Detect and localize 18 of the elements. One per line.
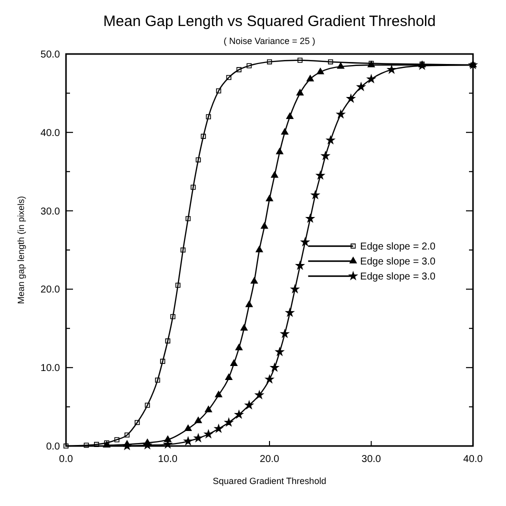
x-tick-label: 30.0 bbox=[362, 454, 382, 465]
legend-label: Edge slope = 3.0 bbox=[360, 272, 436, 283]
y-tick-label: 40.0 bbox=[40, 128, 60, 139]
y-axis-title: Mean gap length (in pixels) bbox=[16, 196, 26, 304]
x-tick-label: 10.0 bbox=[158, 454, 178, 465]
x-tick-label: 20.0 bbox=[260, 454, 280, 465]
x-tick-label: 0.0 bbox=[59, 454, 74, 465]
chart-subtitle: ( Noise Variance = 25 ) bbox=[224, 36, 316, 46]
legend-label: Edge slope = 2.0 bbox=[360, 242, 436, 253]
y-tick-label: 0.0 bbox=[46, 442, 60, 452]
chart-title: Mean Gap Length vs Squared Gradient Threshold bbox=[103, 13, 436, 30]
y-tick-label: 10.0 bbox=[40, 363, 60, 374]
x-tick-label: 40.0 bbox=[463, 454, 484, 465]
y-tick-label: 20.0 bbox=[40, 284, 60, 296]
x-axis-title: Squared Gradient Threshold bbox=[212, 476, 326, 486]
legend-label: Edge slope = 3.0 bbox=[360, 256, 436, 268]
y-tick-label: 50.0 bbox=[40, 50, 60, 60]
y-tick-label: 30.0 bbox=[40, 206, 60, 218]
